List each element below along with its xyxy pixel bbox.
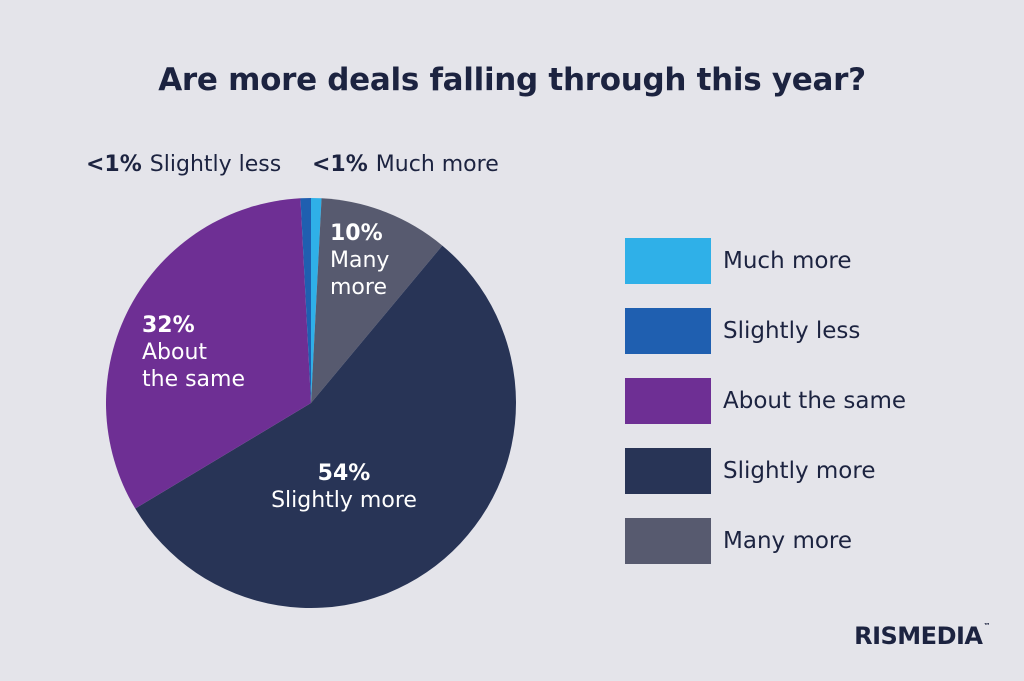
chart-title: Are more deals falling through this year…: [158, 62, 866, 98]
label-many-more-line1: Many: [330, 248, 390, 273]
chart-legend: Much more Slightly less About the same S…: [625, 238, 906, 588]
legend-swatch: [625, 238, 711, 284]
label-about-the-same-line2: the same: [142, 367, 246, 392]
legend-item-many-more: Many more: [625, 518, 906, 564]
legend-label: Slightly more: [723, 458, 876, 484]
label-slightly-more: 54% Slightly more: [266, 460, 422, 514]
legend-item-slightly-more: Slightly more: [625, 448, 906, 494]
legend-label: Slightly less: [723, 318, 861, 344]
label-slightly-less-pct: <1%: [86, 152, 142, 177]
pie-slice-slightly-more: [135, 245, 516, 608]
label-slightly-more-pct: 54%: [317, 461, 371, 486]
legend-item-much-more: Much more: [625, 238, 906, 284]
rismedia-logo: RISMEDIA™: [854, 622, 990, 650]
legend-swatch: [625, 448, 711, 494]
legend-swatch: [625, 378, 711, 424]
legend-swatch: [625, 518, 711, 564]
label-about-the-same-pct: 32%: [142, 313, 195, 338]
legend-swatch: [625, 308, 711, 354]
pie-slice-about-the-same: [106, 198, 311, 509]
legend-label: About the same: [723, 388, 907, 414]
label-much-more-text: Much more: [375, 152, 499, 177]
pie-slice-many-more: [311, 198, 443, 403]
label-about-the-same-line1: About: [142, 340, 208, 365]
legend-item-about-the-same: About the same: [625, 378, 906, 424]
legend-label: Much more: [723, 248, 852, 274]
label-many-more: 10% Many more: [330, 220, 389, 301]
label-many-more-line2: more: [330, 275, 387, 300]
legend-label: Many more: [723, 528, 853, 554]
label-about-the-same: 32% About the same: [142, 312, 245, 393]
label-much-more: <1% Much more: [312, 152, 499, 177]
label-much-more-pct: <1%: [312, 152, 368, 177]
label-slightly-more-text: Slightly more: [271, 488, 417, 513]
label-many-more-pct: 10%: [330, 221, 383, 246]
label-slightly-less: <1% Slightly less: [86, 152, 281, 177]
pie-slice-much-more: [311, 198, 322, 403]
label-slightly-less-text: Slightly less: [149, 152, 282, 177]
legend-item-slightly-less: Slightly less: [625, 308, 906, 354]
pie-slice-slightly-less: [300, 198, 311, 403]
